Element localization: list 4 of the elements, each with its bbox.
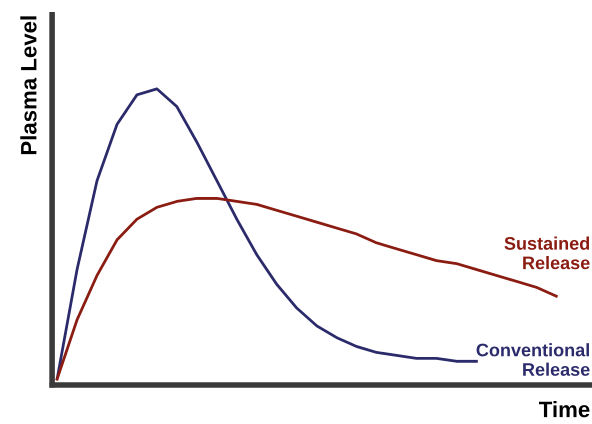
x-axis-title: Time — [539, 400, 590, 418]
series-label: Sustained Release — [504, 236, 590, 270]
series-label: Conventional Release — [476, 343, 590, 376]
y-axis-title: Plasma Level — [20, 16, 37, 154]
